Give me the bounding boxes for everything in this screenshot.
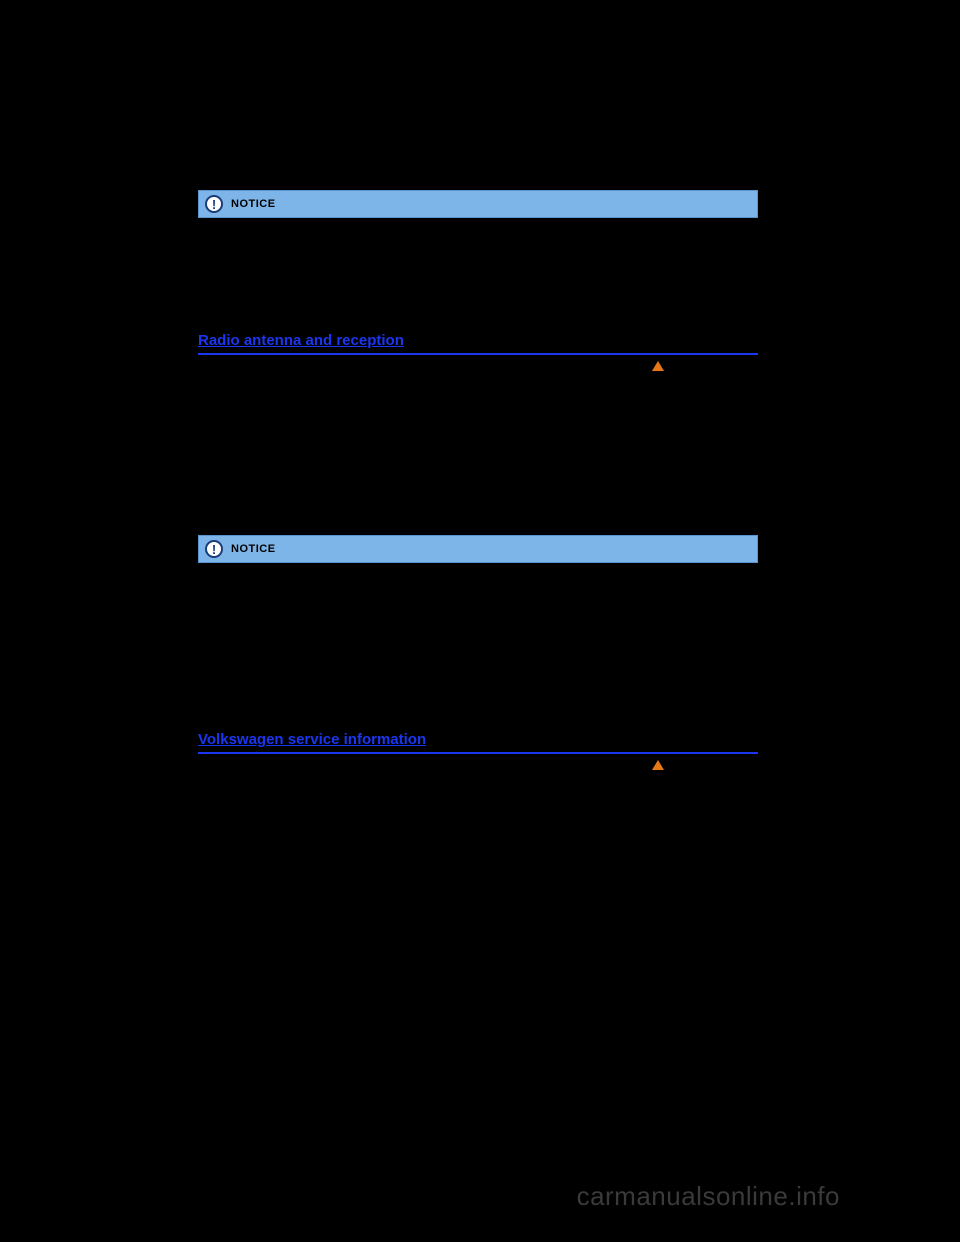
- notice-icon-glyph: !: [212, 198, 216, 211]
- notice-label: NOTICE: [231, 543, 276, 555]
- warning-triangle-icon: [652, 361, 664, 371]
- notice-bar: ! NOTICE: [198, 535, 758, 563]
- warning-triangle-icon: [652, 760, 664, 770]
- section-heading-service: Volkswagen service information: [198, 731, 758, 754]
- notice-icon: !: [205, 540, 223, 558]
- watermark-text: carmanualsonline.info: [577, 1181, 840, 1212]
- notice-icon-glyph: !: [212, 543, 216, 556]
- notice-icon: !: [205, 195, 223, 213]
- warning-row: [198, 355, 758, 375]
- notice-bar: ! NOTICE: [198, 190, 758, 218]
- spacer: [198, 563, 758, 731]
- notice-label: NOTICE: [231, 198, 276, 210]
- spacer: [198, 375, 758, 535]
- warning-row: [198, 754, 758, 774]
- section-heading-text[interactable]: Volkswagen service information: [198, 731, 426, 750]
- page-content: ! NOTICE Radio antenna and reception ! N…: [198, 190, 758, 774]
- section-heading-text[interactable]: Radio antenna and reception: [198, 332, 404, 351]
- section-heading-radio: Radio antenna and reception: [198, 332, 758, 355]
- spacer: [198, 218, 758, 332]
